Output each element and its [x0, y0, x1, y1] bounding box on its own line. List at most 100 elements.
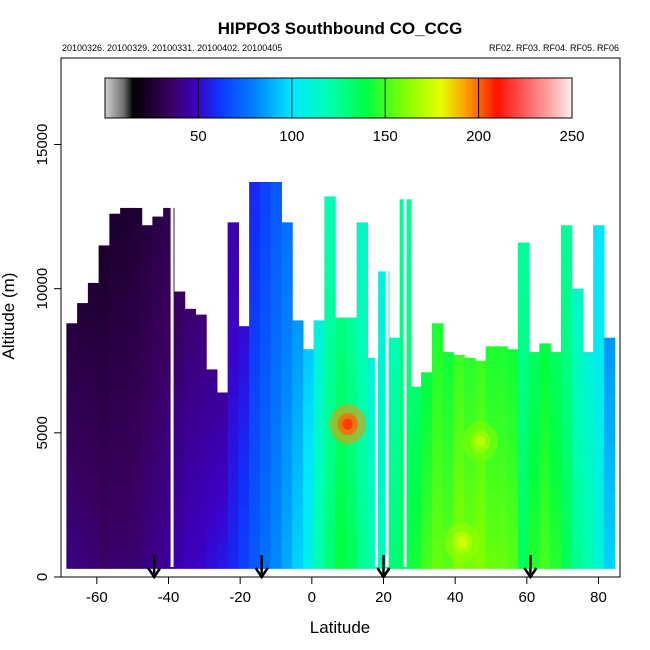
heatmap-cell — [517, 473, 530, 488]
heatmap-cell — [378, 469, 390, 483]
heatmap-cell — [582, 397, 594, 407]
heatmap-cell — [206, 444, 218, 453]
heatmap-cell — [259, 359, 272, 376]
heatmap-cell — [77, 546, 89, 558]
heatmap-cell — [539, 540, 551, 551]
heatmap-cell — [496, 420, 508, 431]
heatmap-cell — [130, 508, 143, 524]
heatmap-cell — [410, 522, 422, 532]
heatmap-cell — [206, 419, 218, 428]
heatmap-cell — [141, 311, 153, 326]
heatmap-cell — [496, 485, 508, 495]
heatmap-cell — [485, 364, 497, 375]
heatmap-cell — [152, 407, 164, 423]
heatmap-cell — [388, 481, 401, 492]
heatmap-cell — [216, 561, 229, 569]
heatmap-cell — [141, 296, 153, 312]
heatmap-cell — [184, 525, 196, 537]
heatmap-cell — [431, 496, 444, 508]
heatmap-cell — [120, 207, 132, 224]
heatmap-cell — [259, 487, 272, 505]
heatmap-cell — [367, 463, 379, 473]
heatmap-cell — [410, 409, 422, 418]
heatmap-cell — [571, 521, 583, 534]
heatmap-cell — [66, 476, 78, 488]
heatmap-cell — [270, 552, 282, 569]
heatmap-cell — [571, 486, 583, 499]
heatmap-cell — [496, 503, 508, 514]
heatmap-cell — [120, 433, 132, 449]
heatmap-cell — [87, 449, 100, 462]
heatmap-cell — [141, 525, 153, 541]
heatmap-cell — [582, 361, 594, 371]
heatmap-cell — [485, 475, 497, 486]
heatmap-cell — [550, 397, 562, 407]
heatmap-cell — [356, 539, 368, 555]
heatmap-cell — [550, 559, 562, 569]
heatmap-cell — [238, 538, 250, 549]
heatmap-cell — [152, 363, 164, 379]
heatmap-cell — [292, 475, 304, 487]
heatmap-cell — [356, 308, 368, 324]
heatmap-cell — [539, 427, 551, 438]
heatmap-cell — [324, 382, 336, 399]
heatmap-cell — [560, 239, 573, 255]
heatmap-cell — [378, 333, 390, 347]
heatmap-cell — [345, 442, 358, 454]
heatmap-cell — [593, 296, 605, 312]
heatmap-cell — [238, 376, 250, 388]
heatmap-cell — [345, 526, 358, 538]
heatmap-cell — [216, 436, 229, 445]
heatmap-cell — [410, 507, 422, 516]
heatmap-cell — [184, 514, 196, 526]
heatmap-cell — [227, 496, 239, 512]
heatmap-cell — [109, 450, 121, 466]
heatmap-cell — [163, 237, 175, 254]
heatmap-cell — [216, 487, 229, 496]
heatmap-cell — [356, 380, 368, 396]
heatmap-cell — [388, 539, 401, 550]
heatmap-cell — [206, 485, 218, 495]
heatmap-cell — [281, 236, 293, 252]
heatmap-cell — [603, 558, 616, 569]
heatmap-cell — [141, 496, 153, 512]
heatmap-cell — [130, 418, 143, 434]
heatmap-cell — [87, 556, 100, 569]
heatmap-cell — [560, 439, 573, 455]
heatmap-cell — [66, 466, 78, 477]
heatmap-cell — [259, 278, 272, 296]
heatmap-cell — [141, 225, 153, 241]
heatmap-cell — [539, 409, 551, 419]
heatmap-cell — [474, 473, 487, 483]
heatmap-cell — [152, 436, 164, 452]
heatmap-cell — [324, 444, 336, 461]
heatmap-cell — [87, 544, 100, 557]
heatmap-cell — [206, 510, 218, 520]
chart-subtitle-left: 20100326. 20100329. 20100331. 20100402. … — [62, 43, 282, 53]
heatmap-cell — [442, 496, 454, 506]
heatmap-cell — [410, 439, 422, 448]
heatmap-cell — [259, 230, 272, 247]
heatmap-cell — [173, 464, 186, 477]
heatmap-cell — [421, 380, 433, 390]
heatmap-cell — [109, 346, 121, 362]
heatmap-cell — [120, 298, 132, 314]
heatmap-cell — [550, 496, 562, 506]
heatmap-cell — [560, 539, 573, 555]
heatmap-cell — [335, 327, 347, 339]
heatmap-cell — [550, 532, 562, 542]
heatmap-cell — [281, 453, 293, 468]
heatmap-cell — [98, 285, 110, 300]
heatmap-cell — [281, 323, 293, 339]
heatmap-cell — [152, 553, 164, 569]
heatmap-cell — [507, 513, 519, 524]
heatmap-cell — [324, 196, 336, 213]
heatmap-cell — [313, 351, 325, 363]
heatmap-cell — [474, 386, 487, 396]
heatmap-cell — [324, 475, 336, 492]
heatmap-cell — [98, 353, 110, 368]
heatmap-cell — [335, 442, 347, 454]
heatmap-cell — [453, 479, 465, 489]
heatmap-cell — [249, 423, 261, 441]
heatmap-cell — [539, 530, 551, 541]
